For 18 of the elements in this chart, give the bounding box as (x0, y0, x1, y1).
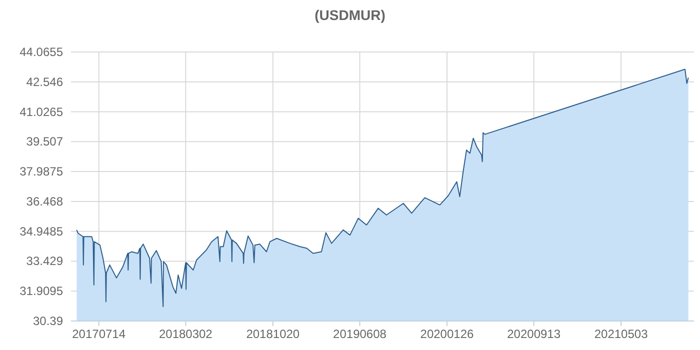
x-tick-label: 20210503 (594, 327, 648, 341)
y-tick-label: 36.468 (26, 194, 64, 208)
x-tick-label: 20190608 (333, 327, 387, 341)
chart-title: (USDMUR) (314, 7, 386, 23)
y-tick-label: 33.429 (26, 254, 64, 268)
y-tick-label: 37.9875 (20, 164, 64, 179)
y-tick-label: 41.0265 (20, 104, 64, 119)
x-tick-label: 20200913 (507, 327, 561, 341)
y-tick-label: 44.0655 (20, 45, 64, 59)
y-tick-label: 34.9485 (20, 224, 64, 238)
y-tick-label: 31.9095 (20, 284, 64, 298)
x-tick-label: 20200126 (420, 327, 474, 341)
x-tick-label: 20170714 (72, 327, 126, 341)
y-tick-label: 42.546 (26, 74, 64, 89)
y-tick-label: 30.39 (32, 314, 64, 328)
x-tick-label: 20180302 (158, 327, 213, 341)
y-tick-label: 39.507 (26, 134, 64, 149)
x-tick-label: 20181020 (246, 327, 300, 341)
